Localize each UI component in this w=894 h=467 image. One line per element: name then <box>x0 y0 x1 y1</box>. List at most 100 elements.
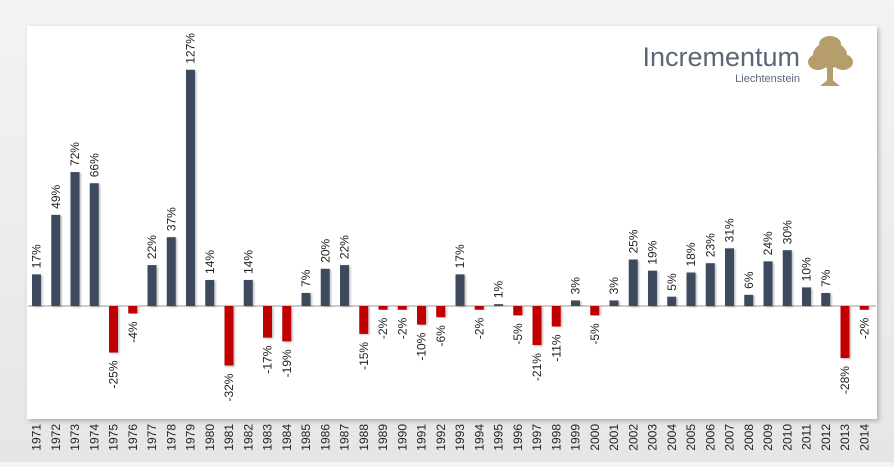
value-label-1991: -10% <box>415 332 429 360</box>
bar-2001 <box>609 300 619 306</box>
value-label-1989: -2% <box>376 317 390 339</box>
bar-1995 <box>494 304 503 306</box>
year-label-1992: 1992 <box>434 424 448 451</box>
year-label-1990: 1990 <box>395 424 409 451</box>
bar-1974 <box>89 183 99 306</box>
value-label-2011: 10% <box>800 257 814 281</box>
value-label-1997: -21% <box>530 353 544 381</box>
bar-2014 <box>859 306 869 310</box>
value-label-1976: -4% <box>126 321 140 343</box>
bar-1985 <box>301 292 311 306</box>
bar-1971 <box>32 274 41 306</box>
value-label-1986: 20% <box>318 238 332 262</box>
bar-2008 <box>744 294 754 306</box>
value-label-1981: -32% <box>222 373 236 401</box>
year-label-1991: 1991 <box>415 424 429 451</box>
value-label-1990: -2% <box>395 317 409 339</box>
year-label-1999: 1999 <box>569 424 583 451</box>
year-label-1984: 1984 <box>280 424 294 451</box>
bar-series <box>28 69 876 366</box>
year-label-1977: 1977 <box>145 424 159 451</box>
value-label-1977: 22% <box>145 235 159 259</box>
value-label-1985: 7% <box>299 269 313 287</box>
bar-2003 <box>648 270 657 306</box>
year-label-2012: 2012 <box>819 424 833 451</box>
value-label-1979: 127% <box>184 33 198 64</box>
bar-2007 <box>725 248 734 306</box>
value-label-1973: 72% <box>68 142 82 166</box>
year-label-2009: 2009 <box>761 424 775 451</box>
bar-1973 <box>70 172 80 306</box>
bar-1991 <box>417 306 426 325</box>
bar-2004 <box>667 296 677 306</box>
brand-tagline: Liechtenstein <box>735 73 800 85</box>
year-label-2005: 2005 <box>684 424 698 451</box>
year-label-1989: 1989 <box>376 424 390 451</box>
value-labels: 17% 49% 72% 66% -25% -4% 22% 37% 127% 14% -32% 14% -… <box>30 33 872 402</box>
bar-1993 <box>455 274 465 306</box>
bar-2006 <box>705 263 715 306</box>
year-label-2010: 2010 <box>780 424 794 451</box>
year-label-1971: 1971 <box>30 424 44 451</box>
year-label-1980: 1980 <box>203 424 217 451</box>
year-label-1996: 1996 <box>511 424 525 451</box>
year-label-2000: 2000 <box>588 424 602 451</box>
value-label-2003: 19% <box>646 240 660 264</box>
bar-2012 <box>821 292 831 306</box>
value-label-1998: -11% <box>549 334 563 361</box>
year-label-1982: 1982 <box>241 424 255 451</box>
year-label-1987: 1987 <box>338 424 352 451</box>
year-label-2004: 2004 <box>665 424 679 451</box>
value-label-1972: 49% <box>49 185 63 209</box>
bar-1988 <box>359 306 369 334</box>
value-label-1993: 17% <box>453 244 467 268</box>
bar-1983 <box>263 306 272 338</box>
value-label-1984: -19% <box>280 349 294 377</box>
year-label-2011: 2011 <box>800 424 814 450</box>
year-label-2003: 2003 <box>646 424 660 451</box>
bar-1978 <box>166 237 176 306</box>
value-label-1983: -17% <box>261 345 275 373</box>
value-label-2004: 5% <box>665 273 679 291</box>
value-label-2010: 30% <box>780 220 794 244</box>
value-label-1982: 14% <box>241 250 255 274</box>
year-label-2013: 2013 <box>838 424 852 451</box>
year-label-2007: 2007 <box>723 424 737 451</box>
year-label-1981: 1981 <box>222 424 236 451</box>
bar-1981 <box>224 306 234 366</box>
bar-1984 <box>282 306 292 342</box>
value-label-1994: -2% <box>472 317 486 339</box>
year-label-1985: 1985 <box>299 424 313 451</box>
value-label-2002: 25% <box>626 229 640 253</box>
value-label-2006: 23% <box>703 233 717 257</box>
value-label-2005: 18% <box>684 242 698 266</box>
value-label-1974: 66% <box>87 153 101 177</box>
year-label-2001: 2001 <box>607 424 621 451</box>
value-label-1999: 3% <box>569 277 583 295</box>
tree-icon <box>808 36 853 86</box>
bar-2013 <box>840 306 850 359</box>
year-label-1972: 1972 <box>49 424 63 451</box>
value-label-1975: -25% <box>107 360 121 388</box>
brand-name: Incrementum <box>642 42 800 72</box>
bar-1987 <box>340 265 349 306</box>
bar-2002 <box>628 259 638 306</box>
year-label-1997: 1997 <box>530 424 544 451</box>
bar-1979 <box>186 69 195 306</box>
year-label-1973: 1973 <box>68 424 82 451</box>
bar-1989 <box>378 306 388 310</box>
year-label-2008: 2008 <box>742 424 756 451</box>
value-label-1980: 14% <box>203 250 217 274</box>
bar-1986 <box>320 268 330 306</box>
year-label-1994: 1994 <box>472 424 486 451</box>
plot-background <box>27 26 877 419</box>
year-label-1975: 1975 <box>107 424 121 451</box>
value-label-1987: 22% <box>338 235 352 259</box>
value-label-1995: 1% <box>492 280 506 298</box>
year-label-1995: 1995 <box>492 424 506 451</box>
year-label-2002: 2002 <box>626 424 640 451</box>
brand-logo: Incrementum Liechtenstein <box>642 36 853 86</box>
bar-1982 <box>243 279 253 306</box>
